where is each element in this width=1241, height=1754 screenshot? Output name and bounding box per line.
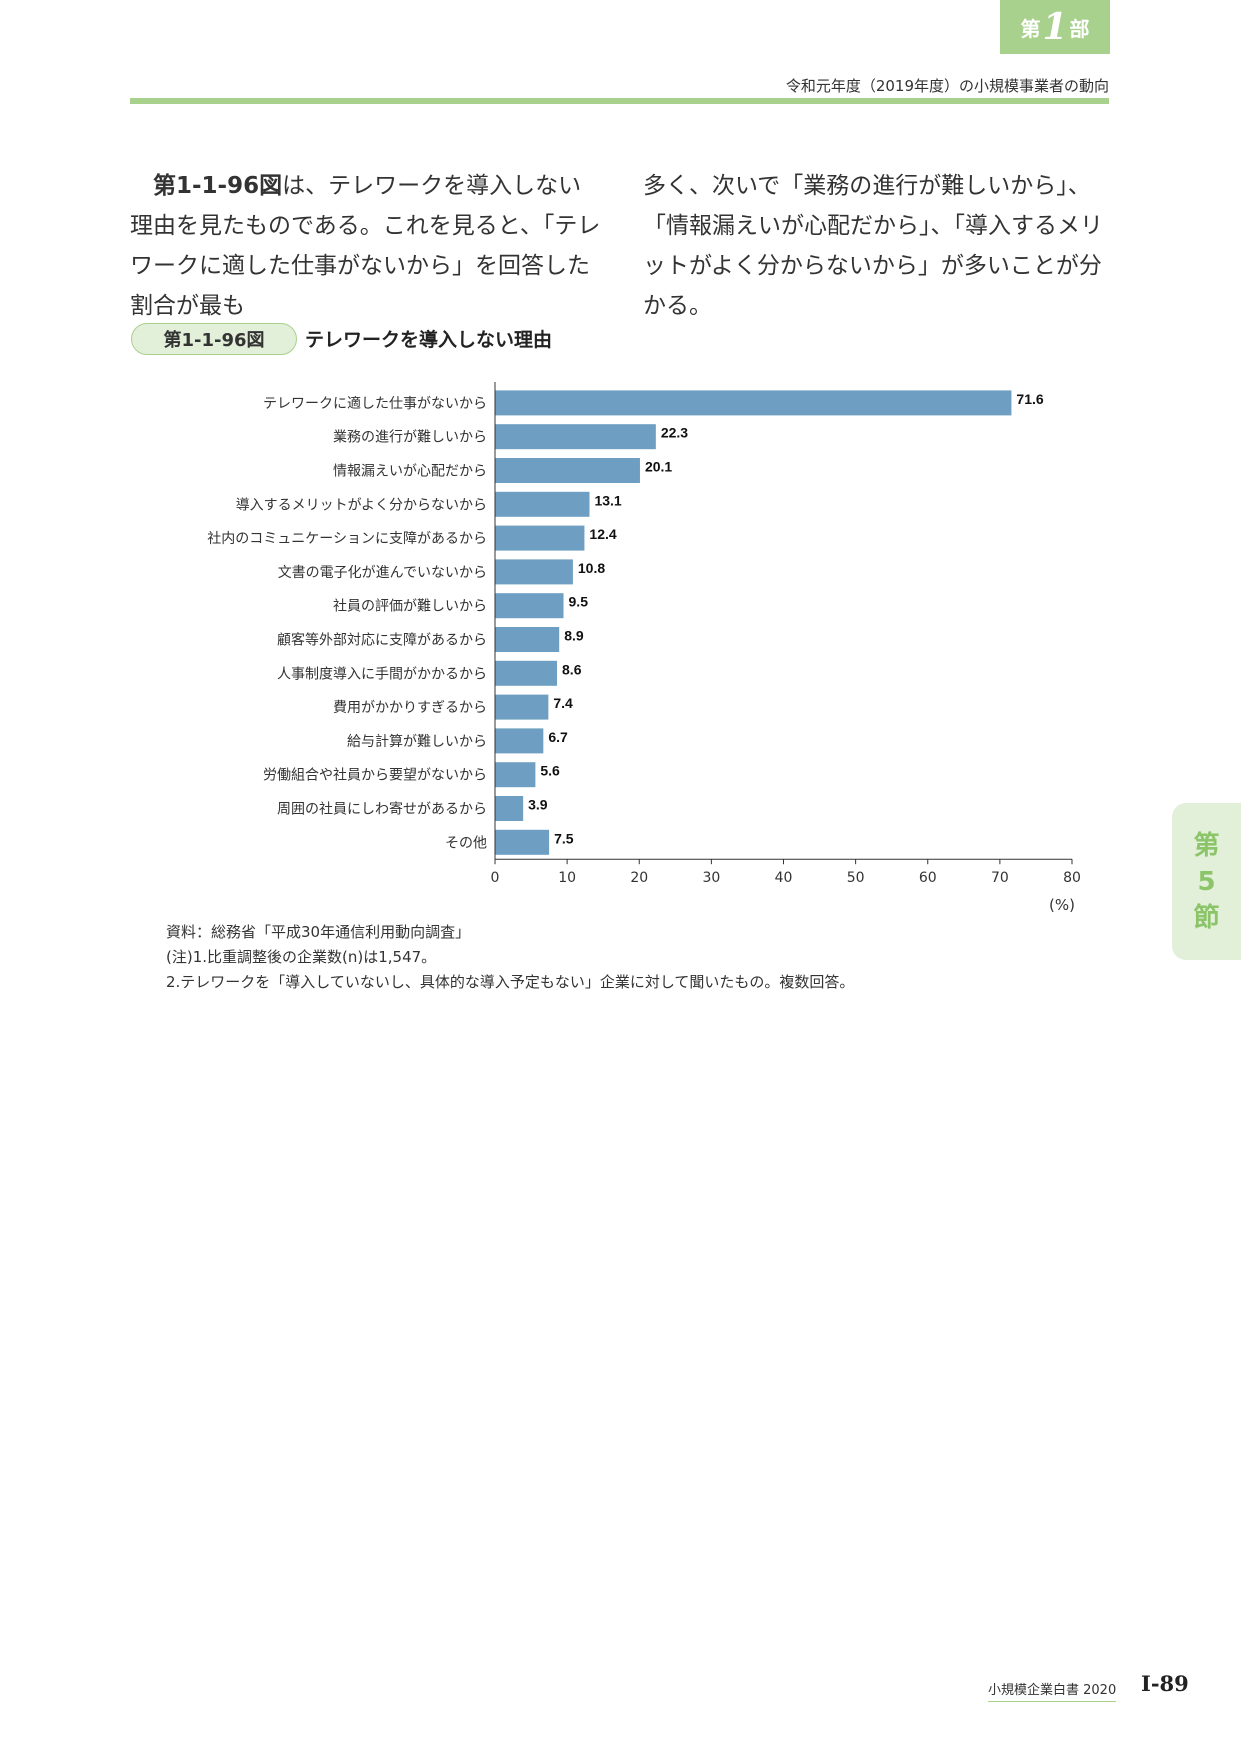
value-label: 7.5 — [554, 830, 574, 846]
category-label: 費用がかかりすぎるから — [333, 700, 487, 716]
part-prefix: 第 — [1020, 16, 1041, 41]
note-1: (注)1.比重調整後の企業数(n)は1,547。 — [166, 948, 437, 966]
value-label: 3.9 — [528, 797, 548, 813]
value-label: 5.6 — [540, 763, 560, 779]
part-number: 1 — [1042, 6, 1068, 48]
bars-group: テレワークに適した仕事がないから 71.6 業務の進行が難しいから 22.3 情報漏えい… — [207, 390, 1044, 855]
x-tick-label: 0 — [491, 870, 500, 886]
bar — [495, 491, 590, 517]
value-label: 20.1 — [645, 459, 672, 475]
category-label: 文書の電子化が進んでいないから — [278, 565, 487, 581]
figure-reference: 第1-1-96図 — [153, 173, 283, 199]
figure-title: テレワークを導入しない理由 — [305, 329, 553, 351]
category-label: 社内のコミュニケーションに支障があるから — [207, 531, 487, 547]
x-tick-label: 10 — [558, 870, 576, 886]
bar — [495, 627, 560, 652]
footer-book-title: 小規模企業白書 2020 — [988, 1679, 1117, 1702]
source-note: 資料：総務省「平成30年通信利用動向調査」 — [166, 923, 471, 941]
category-label: 顧客等外部対応に支障があるから — [277, 632, 487, 649]
category-label: 社員の評価が難しいから — [333, 599, 487, 615]
bar — [495, 829, 550, 855]
value-label: 6.7 — [548, 729, 568, 745]
category-label: 給与計算が難しいから — [347, 734, 487, 750]
value-label: 71.6 — [1016, 391, 1043, 407]
bar — [495, 796, 524, 821]
section-side-tab: 第 5 節 — [1172, 803, 1241, 960]
running-title: 令和元年度（2019年度）の小規模事業者の動向 — [785, 77, 1109, 95]
bar — [495, 762, 536, 788]
x-tick-label: 60 — [919, 870, 937, 886]
part-tab: 第 1 部 — [1000, 0, 1110, 54]
body-text-left-content: は、テレワークを導入しない理由を見たものである。これを見ると、「テレワークに適し… — [130, 173, 601, 319]
header-rule — [130, 98, 1109, 104]
bar — [495, 424, 656, 450]
value-label: 22.3 — [661, 425, 688, 441]
category-label: 労働組合や社員から要望がないから — [263, 768, 487, 784]
value-label: 9.5 — [569, 594, 589, 610]
bar — [495, 559, 573, 585]
category-label: テレワークに適した仕事がないから — [263, 395, 487, 412]
category-label: 情報漏えいが心配だから — [333, 464, 487, 480]
side-tab-line3: 節 — [1193, 902, 1220, 933]
figure-number-badge: 第1-1-96図 — [131, 323, 297, 355]
x-tick-label: 30 — [702, 870, 720, 886]
x-tick-label: 40 — [775, 870, 793, 886]
category-label: 業務の進行が難しいから — [333, 430, 487, 446]
value-label: 13.1 — [594, 492, 621, 508]
category-label: 人事制度導入に手間がかかるから — [277, 666, 487, 682]
note-2: 2.テレワークを「導入していないし、具体的な導入予定もない」企業に対して聞いたも… — [166, 973, 855, 991]
part-suffix: 部 — [1069, 16, 1090, 41]
bar — [495, 694, 549, 720]
value-label: 8.9 — [564, 628, 584, 644]
x-unit-label: (%) — [1049, 896, 1075, 914]
value-label: 8.6 — [562, 661, 582, 677]
bar — [495, 525, 585, 551]
category-label: 導入するメリットがよく分からないから — [236, 497, 487, 513]
value-label: 12.4 — [589, 526, 616, 542]
x-tick-label: 20 — [630, 870, 648, 886]
notes: 資料：総務省「平成30年通信利用動向調査」 (注)1.比重調整後の企業数(n)は… — [166, 920, 854, 995]
x-tick-label: 50 — [847, 870, 865, 886]
bar — [495, 390, 1012, 416]
footer-page-number: I-89 — [1141, 1671, 1189, 1696]
x-ticks-group: 0 10 20 30 40 50 60 70 80 — [491, 859, 1081, 886]
bar — [495, 660, 558, 686]
body-text-right: 多く、次いで「業務の進行が難しいから」、「情報漏えいが心配だから」、「導入するメ… — [643, 173, 1103, 319]
x-tick-label: 80 — [1063, 870, 1081, 886]
category-label: 周囲の社員にしわ寄せがあるから — [277, 801, 487, 818]
value-label: 7.4 — [553, 695, 573, 711]
side-tab-line1: 第 — [1193, 830, 1220, 861]
bar — [495, 458, 640, 483]
body-text-left: 第1-1-96図は、テレワークを導入しない理由を見たものである。これを見ると、「… — [130, 166, 602, 326]
bar — [495, 593, 564, 619]
bar — [495, 728, 544, 754]
bar-chart: テレワークに適した仕事がないから 71.6 業務の進行が難しいから 22.3 情報漏えい… — [207, 382, 1081, 914]
value-label: 10.8 — [578, 560, 605, 576]
x-tick-label: 70 — [991, 870, 1009, 886]
side-tab-line2: 5 — [1197, 866, 1216, 897]
category-label: その他 — [445, 835, 487, 851]
